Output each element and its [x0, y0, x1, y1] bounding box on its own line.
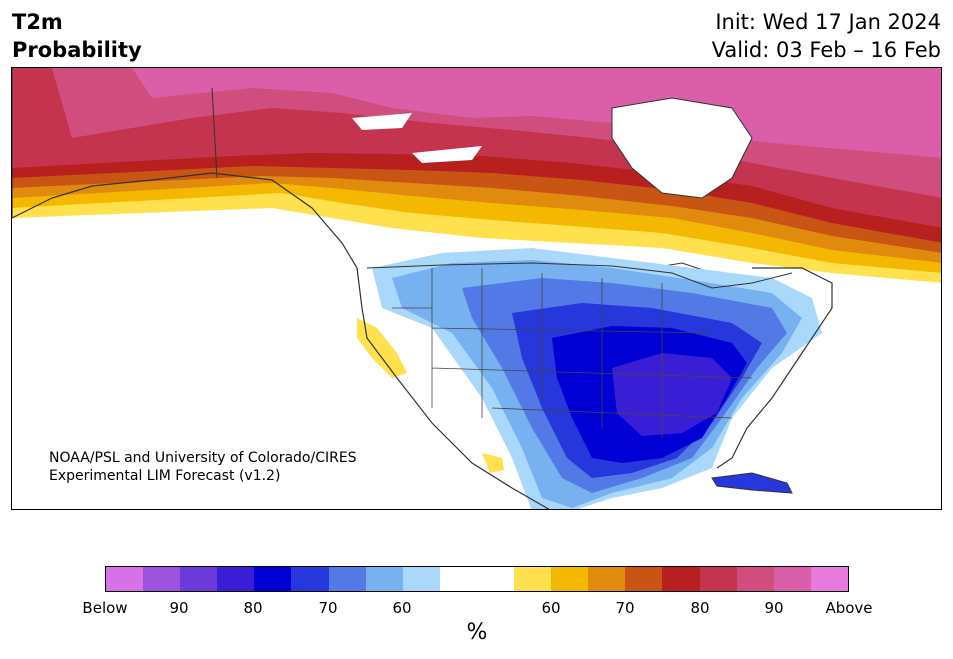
valid-period: Valid: 03 Feb – 16 Feb — [711, 38, 941, 62]
tick-above-90: 90 — [764, 599, 784, 617]
colorbar-swatch — [662, 567, 700, 591]
colorbar-swatch — [551, 567, 589, 591]
colorbar-swatch — [514, 567, 552, 591]
colorbar-swatch — [143, 567, 181, 591]
colorbar-swatch — [810, 567, 848, 591]
tick-above-60: 60 — [541, 599, 561, 617]
tick-below-90: 90 — [169, 599, 189, 617]
colorbar-swatch — [180, 567, 218, 591]
below-band-core — [612, 353, 732, 436]
great-slave-lake — [352, 113, 412, 130]
state-borders — [392, 268, 753, 438]
tick-below-70: 70 — [318, 599, 338, 617]
tick-below-80: 80 — [243, 599, 263, 617]
coastline — [12, 68, 833, 509]
tick-below-60: 60 — [392, 599, 412, 617]
colorbar-swatch — [439, 567, 477, 591]
tick-above: Above — [825, 599, 873, 617]
lake-athabasca — [412, 146, 482, 163]
attribution: NOAA/PSL and University of Colorado/CIRE… — [49, 449, 357, 485]
attribution-line-1: NOAA/PSL and University of Colorado/CIRE… — [49, 450, 357, 466]
cuba — [711, 472, 793, 494]
colorbar-swatch — [588, 567, 626, 591]
west-coast-above — [357, 318, 407, 378]
colorbar-swatch — [736, 567, 774, 591]
baja-above — [482, 453, 504, 473]
map-canvas — [12, 68, 941, 509]
colorbar-swatch — [365, 567, 403, 591]
colorbar-swatch — [625, 567, 663, 591]
init-date: Init: Wed 17 Jan 2024 — [715, 10, 941, 34]
colorbar-swatch — [402, 567, 440, 591]
tick-above-70: 70 — [615, 599, 635, 617]
colorbar-swatch — [106, 567, 144, 591]
probability-map — [11, 67, 942, 510]
colorbar-unit: % — [466, 620, 488, 645]
colorbar — [105, 566, 849, 592]
map-title: T2m Probability — [12, 8, 142, 64]
title-metric: Probability — [12, 38, 142, 62]
colorbar-swatch — [773, 567, 811, 591]
tick-above-80: 80 — [690, 599, 710, 617]
colorbar-swatch — [328, 567, 366, 591]
colorbar-swatch — [476, 567, 515, 591]
tick-below: Below — [82, 599, 128, 617]
country-border — [211, 87, 793, 289]
colorbar-swatch — [699, 567, 737, 591]
title-variable: T2m — [12, 10, 63, 34]
colorbar-swatch — [254, 567, 292, 591]
colorbar-swatch — [291, 567, 329, 591]
colorbar-swatch — [217, 567, 255, 591]
forecast-dates: Init: Wed 17 Jan 2024 Valid: 03 Feb – 16… — [712, 8, 941, 64]
hudson-bay — [611, 97, 753, 199]
attribution-line-2: Experimental LIM Forecast (v1.2) — [49, 468, 281, 484]
